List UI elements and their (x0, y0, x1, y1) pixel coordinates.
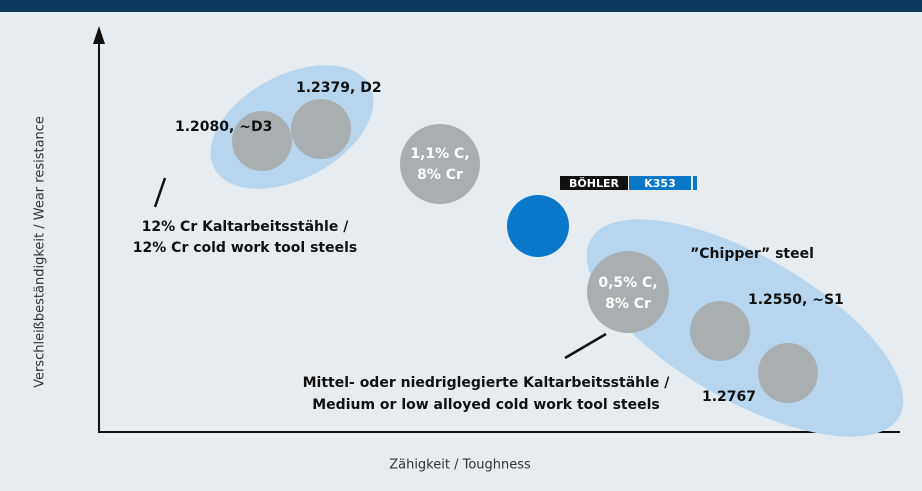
steel-circle (400, 124, 480, 204)
y-arrow (93, 26, 105, 44)
group-label: 12% Cr cold work tool steels (133, 240, 357, 256)
header-bar (0, 0, 922, 12)
group-label: Mittel- oder niedriglegierte Kaltarbeits… (303, 375, 671, 391)
logo-stripe (693, 176, 697, 190)
y-axis-label: Verschleißbeständigkeit / Wear resistanc… (33, 116, 48, 388)
logo-brand: BÖHLER (569, 176, 619, 190)
group-note: ”Chipper” steel (690, 246, 814, 262)
x-axis-label: Zähigkeit / Toughness (389, 458, 531, 473)
steel-circle (291, 99, 351, 159)
circle-label: 1.2080, ~D3 (175, 119, 272, 135)
steel-circle (587, 251, 669, 333)
circle-text: 8% Cr (417, 167, 463, 183)
steel-circle (232, 111, 292, 171)
circle-label: 1.2379, D2 (296, 80, 382, 96)
logo-brand-box (560, 176, 628, 190)
circle-label: 1.2550, ~S1 (748, 292, 844, 308)
logo-grade-box (629, 176, 691, 190)
circle-text: 1,1% C, (410, 146, 469, 162)
group-label: Medium or low alloyed cold work tool ste… (312, 397, 659, 413)
steel-circle (690, 301, 750, 361)
circle-label: 1.2767 (702, 389, 756, 405)
logo-grade: K353 (644, 177, 676, 190)
group-label: 12% Cr Kaltarbeitsstähle / (142, 219, 350, 235)
circle-text: 8% Cr (605, 296, 651, 312)
leader-line (564, 332, 607, 360)
steel-circle (758, 343, 818, 403)
leader-line (153, 177, 167, 208)
k353-circle (507, 195, 569, 257)
circle-text: 0,5% C, (598, 275, 657, 291)
